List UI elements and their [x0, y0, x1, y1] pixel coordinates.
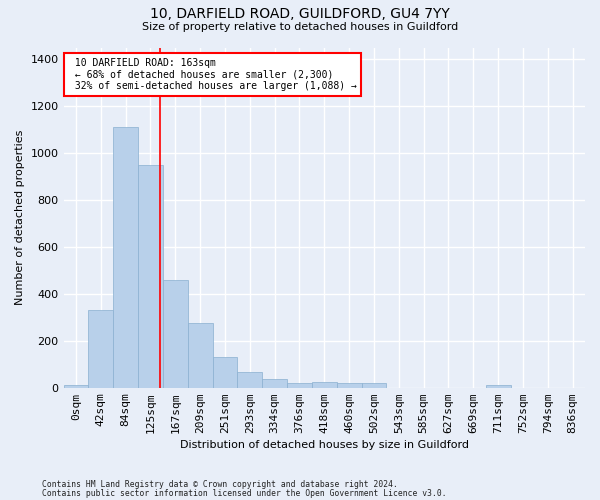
Y-axis label: Number of detached properties: Number of detached properties: [15, 130, 25, 306]
Bar: [212, 357, 238, 388]
Text: 10, DARFIELD ROAD, GUILDFORD, GU4 7YY: 10, DARFIELD ROAD, GUILDFORD, GU4 7YY: [150, 8, 450, 22]
Bar: [362, 384, 386, 388]
Text: Contains public sector information licensed under the Open Government Licence v3: Contains public sector information licen…: [42, 488, 446, 498]
Bar: [485, 385, 511, 388]
Bar: [188, 323, 212, 388]
X-axis label: Distribution of detached houses by size in Guildford: Distribution of detached houses by size …: [180, 440, 469, 450]
Bar: [287, 382, 312, 388]
Bar: [113, 128, 138, 388]
Bar: [138, 165, 163, 388]
Bar: [238, 372, 262, 388]
Text: Contains HM Land Registry data © Crown copyright and database right 2024.: Contains HM Land Registry data © Crown c…: [42, 480, 398, 489]
Bar: [312, 382, 337, 388]
Bar: [337, 382, 362, 388]
Bar: [262, 379, 287, 388]
Bar: [88, 310, 113, 388]
Bar: [64, 386, 88, 388]
Text: 10 DARFIELD ROAD: 163sqm
 ← 68% of detached houses are smaller (2,300)
 32% of s: 10 DARFIELD ROAD: 163sqm ← 68% of detach…: [69, 58, 356, 91]
Text: Size of property relative to detached houses in Guildford: Size of property relative to detached ho…: [142, 22, 458, 32]
Bar: [163, 280, 188, 388]
